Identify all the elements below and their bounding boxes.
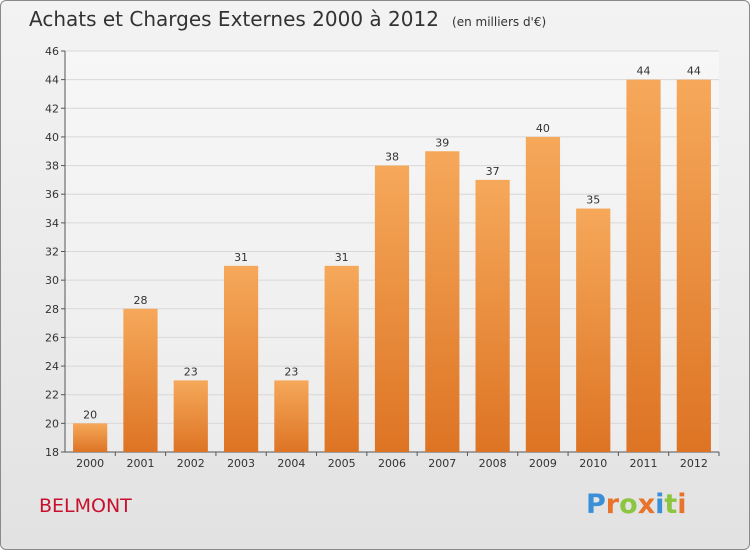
bar-value-label: 44	[687, 65, 701, 78]
x-tick-label: 2005	[328, 457, 356, 470]
y-tick-label: 36	[45, 188, 59, 201]
bar-value-label: 39	[435, 136, 449, 149]
bar-value-label: 23	[284, 365, 298, 378]
bar	[475, 179, 510, 452]
x-tick-label: 2000	[76, 457, 104, 470]
bar-value-label: 44	[637, 65, 651, 78]
bar	[525, 136, 561, 452]
bar-value-label: 23	[184, 365, 198, 378]
chart-title: Achats et Charges Externes 2000 à 2012	[29, 7, 439, 31]
y-tick-label: 18	[45, 446, 59, 459]
y-tick-label: 44	[45, 74, 59, 87]
proxiti-logo: Proxiti	[586, 489, 687, 520]
bar	[123, 308, 158, 452]
y-tick-label: 38	[45, 160, 59, 173]
chart-subtitle: (en milliers d'€)	[452, 15, 547, 29]
y-tick-label: 28	[45, 303, 59, 316]
y-tick-label: 34	[45, 217, 59, 230]
bar-value-label: 38	[385, 151, 399, 164]
bar	[73, 423, 108, 452]
x-tick-label: 2001	[126, 457, 154, 470]
bar	[626, 79, 661, 453]
x-tick-label: 2008	[479, 457, 507, 470]
bar-value-label: 20	[83, 408, 97, 421]
bar	[173, 380, 208, 452]
x-tick-label: 2003	[227, 457, 255, 470]
x-tick-label: 2004	[277, 457, 305, 470]
y-tick-label: 24	[45, 360, 59, 373]
x-tick-label: 2012	[680, 457, 708, 470]
y-tick-label: 20	[45, 417, 59, 430]
bar-value-label: 31	[234, 251, 248, 264]
bar-value-label: 28	[133, 294, 147, 307]
x-tick-label: 2002	[177, 457, 205, 470]
y-tick-label: 40	[45, 131, 59, 144]
y-tick-label: 26	[45, 331, 59, 344]
y-tick-label: 22	[45, 389, 59, 402]
bar	[324, 265, 359, 452]
y-tick-label: 32	[45, 246, 59, 259]
bar-value-label: 40	[536, 122, 550, 135]
bar	[274, 380, 309, 452]
bar-value-label: 35	[586, 194, 600, 207]
bar	[576, 208, 611, 452]
city-name: BELMONT	[39, 495, 132, 517]
x-tick-label: 2006	[378, 457, 406, 470]
y-tick-label: 42	[45, 102, 59, 115]
x-tick-label: 2011	[630, 457, 658, 470]
x-tick-label: 2007	[428, 457, 456, 470]
x-tick-label: 2010	[579, 457, 607, 470]
chart-header: Achats et Charges Externes 2000 à 2012 (…	[29, 7, 546, 31]
bar-value-label: 31	[335, 251, 349, 264]
y-tick-label: 30	[45, 274, 59, 287]
y-tick-label: 46	[45, 45, 59, 58]
bar	[223, 265, 259, 452]
bar-value-label: 37	[486, 165, 500, 178]
bar	[676, 79, 711, 453]
x-tick-label: 2009	[529, 457, 557, 470]
bar	[425, 151, 460, 452]
bar	[374, 165, 410, 453]
